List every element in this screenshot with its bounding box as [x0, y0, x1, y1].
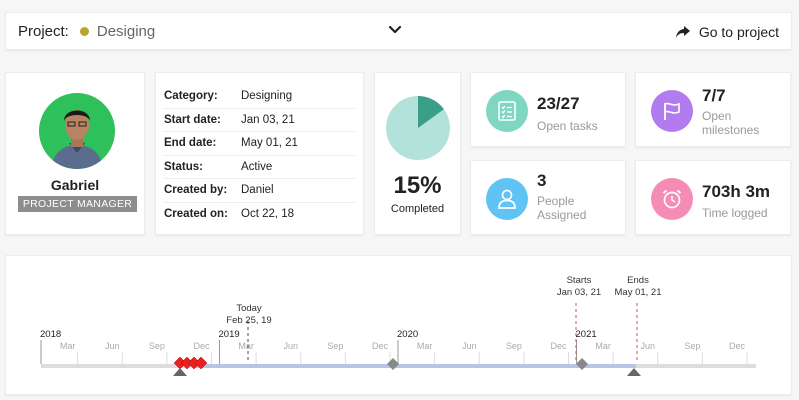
today-date: Feb 25, 19 — [226, 315, 271, 326]
open-milestones-label-line1: Open — [702, 109, 732, 123]
today-label: Today — [236, 303, 262, 314]
go-to-project-label: Go to project — [698, 24, 779, 40]
month-label: Dec — [729, 341, 746, 351]
avatar — [39, 93, 115, 169]
milestone-marker-gray — [576, 358, 588, 370]
project-timeline[interactable]: 2018 2019 2020 2021 Mar Jun Sep Dec Mar Jun Sep De… — [5, 255, 792, 395]
detail-key: Created by: — [164, 184, 228, 197]
detail-key: Status: — [164, 160, 203, 173]
detail-value: Jan 03, 21 — [241, 113, 295, 126]
project-label: Project: — [18, 22, 69, 40]
detail-row-end-date: End date: May 01, 21 — [164, 132, 355, 156]
year-label: 2020 — [397, 329, 418, 340]
detail-value: Oct 22, 18 — [241, 208, 295, 221]
open-milestones-card[interactable]: 7/7 Open milestones — [635, 72, 791, 147]
ends-label: Ends — [627, 275, 649, 286]
month-label: Dec — [372, 341, 389, 351]
project-details-card: Category: Designing Start date: Jan 03, … — [155, 72, 364, 235]
detail-row-created-by: Created by: Daniel — [164, 179, 355, 203]
time-logged-label: Time logged — [702, 206, 768, 220]
timeline-start-handle — [173, 368, 187, 376]
detail-key: Category: — [164, 90, 218, 103]
open-milestones-value: 7/7 — [702, 86, 726, 105]
milestone-marker-gray — [387, 358, 399, 370]
user-icon — [486, 178, 528, 220]
checklist-icon — [486, 90, 528, 132]
detail-value: May 01, 21 — [241, 137, 298, 150]
time-logged-card[interactable]: 703h 3m Time logged — [635, 160, 791, 235]
milestone-group-red[interactable] — [173, 356, 208, 370]
project-name[interactable]: Desiging — [96, 22, 156, 40]
project-manager-card: Gabriel PROJECT MANAGER — [5, 72, 145, 235]
go-to-project-button[interactable]: Go to project — [675, 13, 779, 51]
chevron-down-icon[interactable] — [387, 22, 403, 38]
role-badge: PROJECT MANAGER — [18, 196, 137, 212]
progress-pie-chart — [386, 96, 450, 160]
detail-key: Created on: — [164, 208, 228, 221]
detail-row-start-date: Start date: Jan 03, 21 — [164, 109, 355, 132]
starts-label: Starts — [567, 275, 592, 286]
people-assigned-card[interactable]: 3 People Assigned — [470, 160, 626, 235]
open-tasks-label: Open tasks — [537, 119, 598, 133]
year-label: 2021 — [576, 329, 597, 340]
people-assigned-label-line2: Assigned — [537, 208, 587, 222]
month-label: Mar — [595, 341, 611, 351]
timeline-svg: 2018 2019 2020 2021 Mar Jun Sep Dec Mar Jun Sep De… — [40, 275, 756, 376]
open-tasks-card[interactable]: 23/27 Open tasks — [470, 72, 626, 147]
project-selector-bar: Project: Desiging Go to project — [5, 12, 792, 50]
month-label: Jun — [640, 341, 655, 351]
open-tasks-value: 23/27 — [537, 94, 580, 113]
month-label: Dec — [193, 341, 210, 351]
progress-card: 15% Completed — [374, 72, 461, 235]
detail-value: Daniel — [241, 184, 274, 197]
detail-value: Active — [241, 160, 273, 173]
year-label: 2019 — [219, 329, 240, 340]
month-label: Sep — [684, 341, 700, 351]
ends-date: May 01, 21 — [615, 287, 662, 298]
manager-name: Gabriel — [50, 177, 100, 193]
progress-caption: Completed — [390, 203, 445, 215]
detail-key: End date: — [164, 137, 217, 150]
alarm-clock-icon — [651, 178, 693, 220]
detail-row-category: Category: Designing — [164, 85, 355, 109]
month-label: Sep — [327, 341, 343, 351]
progress-percent: 15% — [393, 172, 442, 199]
year-label: 2018 — [40, 329, 61, 340]
detail-row-created-on: Created on: Oct 22, 18 — [164, 203, 355, 227]
people-assigned-value: 3 — [537, 171, 547, 190]
month-label: Mar — [60, 341, 76, 351]
month-label: Dec — [550, 341, 567, 351]
detail-value: Designing — [241, 90, 293, 103]
month-label: Sep — [506, 341, 522, 351]
month-label: Mar — [417, 341, 433, 351]
month-label: Jun — [462, 341, 477, 351]
timeline-end-handle — [627, 368, 641, 376]
flag-icon — [651, 90, 693, 132]
pie-completed-slice — [418, 96, 444, 128]
share-arrow-icon — [675, 26, 690, 38]
project-color-dot — [79, 26, 89, 36]
milestone-marker — [194, 356, 208, 370]
open-milestones-label-line2: milestones — [702, 123, 760, 137]
starts-date: Jan 03, 21 — [557, 287, 601, 298]
month-label: Mar — [238, 341, 254, 351]
detail-row-status: Status: Active — [164, 156, 355, 179]
month-label: Sep — [149, 341, 165, 351]
people-assigned-label-line1: People — [537, 194, 575, 208]
month-label: Jun — [105, 341, 120, 351]
detail-key: Start date: — [164, 113, 221, 126]
time-logged-value: 703h 3m — [702, 182, 771, 201]
month-label: Jun — [283, 341, 298, 351]
